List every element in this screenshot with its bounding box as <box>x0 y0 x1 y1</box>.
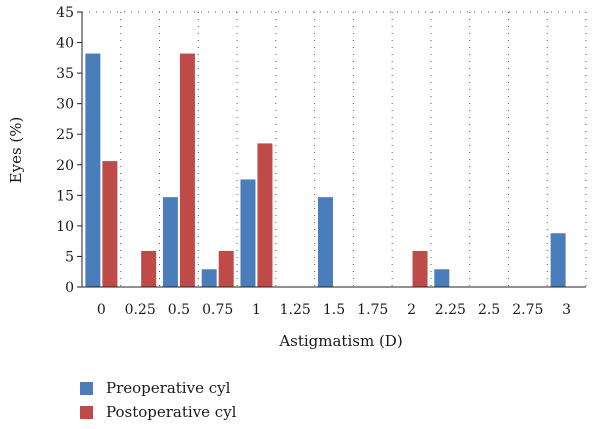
x-tick-label: 2.5 <box>478 302 500 318</box>
legend-item-postoperative: Postoperative cyl <box>80 400 236 424</box>
bar-postoperative-0.5 <box>179 53 195 287</box>
bar-preoperative-2.25 <box>434 269 450 287</box>
x-tick-label: 0.25 <box>125 302 156 318</box>
x-tick-label: 0.75 <box>202 302 233 318</box>
bar-postoperative-2 <box>412 250 428 287</box>
axes <box>77 11 586 288</box>
y-tick-label: 30 <box>56 97 74 113</box>
x-tick-label: 3 <box>562 302 571 318</box>
y-tick-label: 35 <box>56 66 74 82</box>
x-tick-label: 2.25 <box>435 302 466 318</box>
bar-postoperative-0 <box>102 161 118 287</box>
y-tick-label: 25 <box>56 127 74 143</box>
bar-preoperative-0.75 <box>201 269 217 287</box>
y-tick-label: 10 <box>56 219 74 235</box>
bars <box>85 53 566 287</box>
x-tick-label: 0 <box>97 302 106 318</box>
y-tick-label: 20 <box>56 158 74 174</box>
x-tick-label: 2 <box>407 302 416 318</box>
bar-chart: 0 5 10 15 20 25 30 35 40 45 0 0.25 0.5 0.75 1 1.25 1.5 1… <box>7 5 587 350</box>
legend-item-preoperative: Preoperative cyl <box>80 376 236 400</box>
legend-swatch-postoperative <box>80 405 93 419</box>
legend-label-postoperative: Postoperative cyl <box>106 403 237 421</box>
y-axis-title: Eyes (%) <box>7 117 25 184</box>
bar-preoperative-3 <box>550 233 566 287</box>
y-tick-label: 15 <box>56 188 74 204</box>
y-tick-labels: 0 5 10 15 20 25 30 35 40 45 <box>56 5 74 296</box>
bar-preoperative-0 <box>85 53 101 287</box>
x-axis-title: Astigmatism (D) <box>278 332 402 350</box>
x-tick-label: 0.5 <box>168 302 190 318</box>
x-tick-label: 1.25 <box>280 302 311 318</box>
y-tick-label: 5 <box>65 249 74 265</box>
bar-preoperative-1.5 <box>318 197 333 287</box>
legend-swatch-preoperative <box>80 381 93 395</box>
y-tick-label: 45 <box>56 5 74 21</box>
x-tick-label: 2.75 <box>512 302 543 318</box>
x-tick-label: 1.75 <box>357 302 388 318</box>
bar-preoperative-0.5 <box>162 197 178 287</box>
legend-label-preoperative: Preoperative cyl <box>106 379 231 397</box>
grid-lines <box>82 11 587 287</box>
x-tick-label: 1.5 <box>323 302 345 318</box>
bar-postoperative-0.25 <box>141 250 157 287</box>
bar-preoperative-1 <box>240 179 256 287</box>
y-tick-label: 40 <box>56 36 74 52</box>
legend: Preoperative cyl Postoperative cyl <box>80 376 236 424</box>
x-tick-labels: 0 0.25 0.5 0.75 1 1.25 1.5 1.75 2 2.25 2.5 2.75 3 <box>97 302 571 318</box>
y-tick-label: 0 <box>65 280 74 296</box>
x-tick-label: 1 <box>252 302 261 318</box>
bar-postoperative-1 <box>257 143 273 287</box>
bar-postoperative-0.75 <box>218 250 234 287</box>
